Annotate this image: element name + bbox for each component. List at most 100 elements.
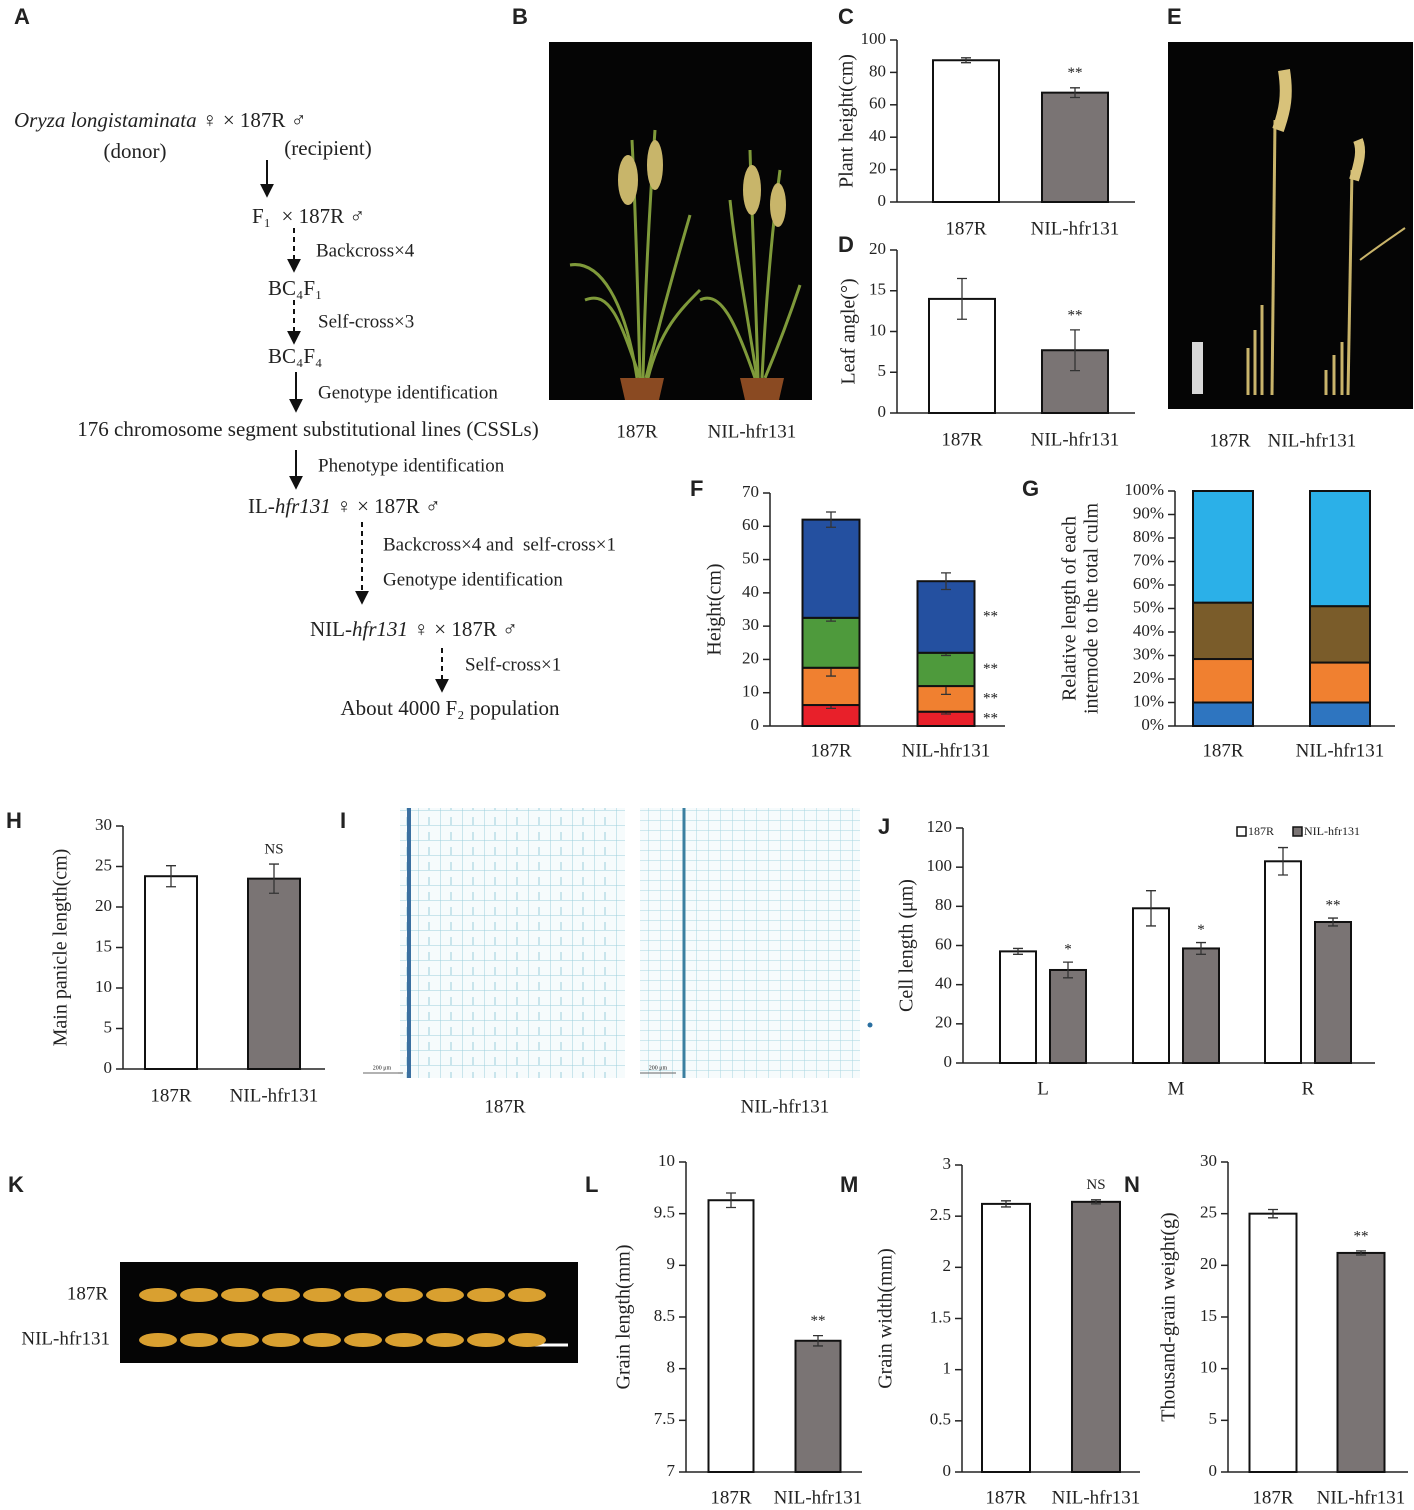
grain xyxy=(508,1288,546,1302)
x-tick-label: 187R xyxy=(945,218,987,239)
error-bar xyxy=(1196,941,1206,955)
panel-label: A xyxy=(14,4,30,29)
flow-text: ♀ × 187R ♂ xyxy=(408,617,518,641)
bar xyxy=(916,580,976,654)
x-tick-label: NIL-hfr131 xyxy=(1052,1487,1141,1508)
flow-text: F₁ × 187R ♂ xyxy=(252,204,365,228)
x-tick-label: L xyxy=(1037,1078,1049,1099)
significance-label: ** xyxy=(983,661,998,677)
bar xyxy=(1309,661,1371,704)
significance-label: * xyxy=(1197,922,1205,938)
x-tick-label: NIL-hfr131 xyxy=(230,1085,319,1106)
bar xyxy=(1192,490,1254,604)
y-tick-label: 5 xyxy=(1209,1409,1218,1428)
y-tick-label: 60 xyxy=(935,934,952,953)
bar xyxy=(1309,701,1371,727)
flow-node: Oryza longistaminata ♀ × 187R ♂ xyxy=(14,108,306,132)
y-tick-label: 100 xyxy=(927,856,953,875)
y-tick-label: 0 xyxy=(104,1058,113,1077)
error-bar xyxy=(1278,846,1288,876)
flow-text: hfr131 xyxy=(352,617,408,641)
significance-label: ** xyxy=(983,608,998,624)
grain xyxy=(467,1288,505,1302)
bar xyxy=(801,518,861,619)
photo-label: NIL-hfr131 xyxy=(741,1096,830,1117)
flow-node: IL-hfr131 ♀ × 187R ♂ xyxy=(248,494,441,518)
flow-node: About 4000 F₂ population xyxy=(340,696,560,720)
y-tick-label: 0 xyxy=(751,715,760,734)
significance-label: ** xyxy=(1068,65,1083,81)
flow-operation: Self-cross×1 xyxy=(465,654,561,675)
grain xyxy=(262,1288,300,1302)
y-tick-label: 25 xyxy=(95,855,112,874)
y-axis-label: internode to the total culm xyxy=(1081,503,1103,714)
bar xyxy=(707,1199,755,1473)
x-tick-label: 187R xyxy=(985,1487,1027,1508)
y-tick-label: 60 xyxy=(869,94,886,113)
grain xyxy=(467,1333,505,1347)
flow-text: IL- xyxy=(248,494,275,518)
y-axis-label: Leaf angle(°) xyxy=(838,278,860,384)
panel-label: J xyxy=(878,814,890,839)
significance-label: NS xyxy=(264,842,283,858)
y-tick-label: 100% xyxy=(1124,480,1164,499)
y-tick-label: 5 xyxy=(878,361,887,380)
micrograph xyxy=(363,808,873,1078)
panel-label: F xyxy=(690,476,703,501)
error-bar xyxy=(1328,917,1338,927)
y-axis-label: Grain length(mm) xyxy=(613,1245,635,1390)
bar xyxy=(932,59,1000,203)
flow-operation: Backcross×4 xyxy=(316,240,415,261)
y-tick-label: 5 xyxy=(104,1017,113,1036)
grain xyxy=(508,1333,546,1347)
y-tick-label: 10 xyxy=(742,682,759,701)
y-axis-label: Main panicle length(cm) xyxy=(50,849,72,1047)
error-bar xyxy=(1063,961,1073,979)
significance-label: * xyxy=(1064,942,1072,958)
y-tick-label: 40 xyxy=(742,582,759,601)
bar xyxy=(1264,860,1302,1065)
x-tick-label: NIL-hfr131 xyxy=(1031,429,1120,450)
y-tick-label: 10% xyxy=(1133,691,1164,710)
grain xyxy=(139,1288,177,1302)
flow-text: (recipient) xyxy=(284,136,371,160)
panel-label: D xyxy=(838,232,854,257)
bar xyxy=(981,1202,1031,1474)
y-tick-label: 7 xyxy=(667,1461,676,1480)
y-tick-label: 70 xyxy=(742,482,759,501)
y-tick-label: 0 xyxy=(943,1461,952,1480)
y-tick-label: 0.5 xyxy=(930,1410,951,1429)
y-axis-label: Plant height(cm) xyxy=(836,54,858,188)
y-axis-label: Thousand-grain weight(g) xyxy=(1158,1212,1180,1421)
y-tick-label: 10 xyxy=(95,977,112,996)
photo-label: 187R xyxy=(1209,430,1251,451)
y-tick-label: 40 xyxy=(869,126,886,145)
y-tick-label: 20 xyxy=(869,159,886,178)
bar xyxy=(247,877,301,1071)
y-tick-label: 0 xyxy=(1209,1461,1218,1480)
photo-label: NIL-hfr131 xyxy=(708,421,797,442)
y-tick-label: 120 xyxy=(927,817,953,836)
bar xyxy=(144,875,198,1070)
flow-operation: Genotype identification xyxy=(383,569,563,590)
panel-label: B xyxy=(512,4,528,29)
x-tick-label: R xyxy=(1302,1078,1315,1099)
y-tick-label: 10 xyxy=(658,1151,675,1170)
y-tick-label: 30 xyxy=(95,815,112,834)
x-tick-label: 187R xyxy=(941,429,983,450)
photo-grains xyxy=(120,1262,578,1363)
bar xyxy=(1336,1251,1386,1474)
flow-node: (recipient) xyxy=(284,136,371,160)
photo-label: 187R xyxy=(616,421,658,442)
y-tick-label: 15 xyxy=(1200,1306,1217,1325)
flow-node: 176 chromosome segment substitutional li… xyxy=(77,417,538,441)
x-tick-label: NIL-hfr131 xyxy=(902,740,991,761)
y-tick-label: 20 xyxy=(95,896,112,915)
bar xyxy=(916,651,976,688)
y-tick-label: 80 xyxy=(869,61,886,80)
y-tick-label: 3 xyxy=(943,1154,952,1173)
y-tick-label: 20 xyxy=(742,648,759,667)
y-tick-label: 10 xyxy=(1200,1358,1217,1377)
y-tick-label: 20 xyxy=(869,239,886,258)
y-tick-label: 90% xyxy=(1133,503,1164,522)
